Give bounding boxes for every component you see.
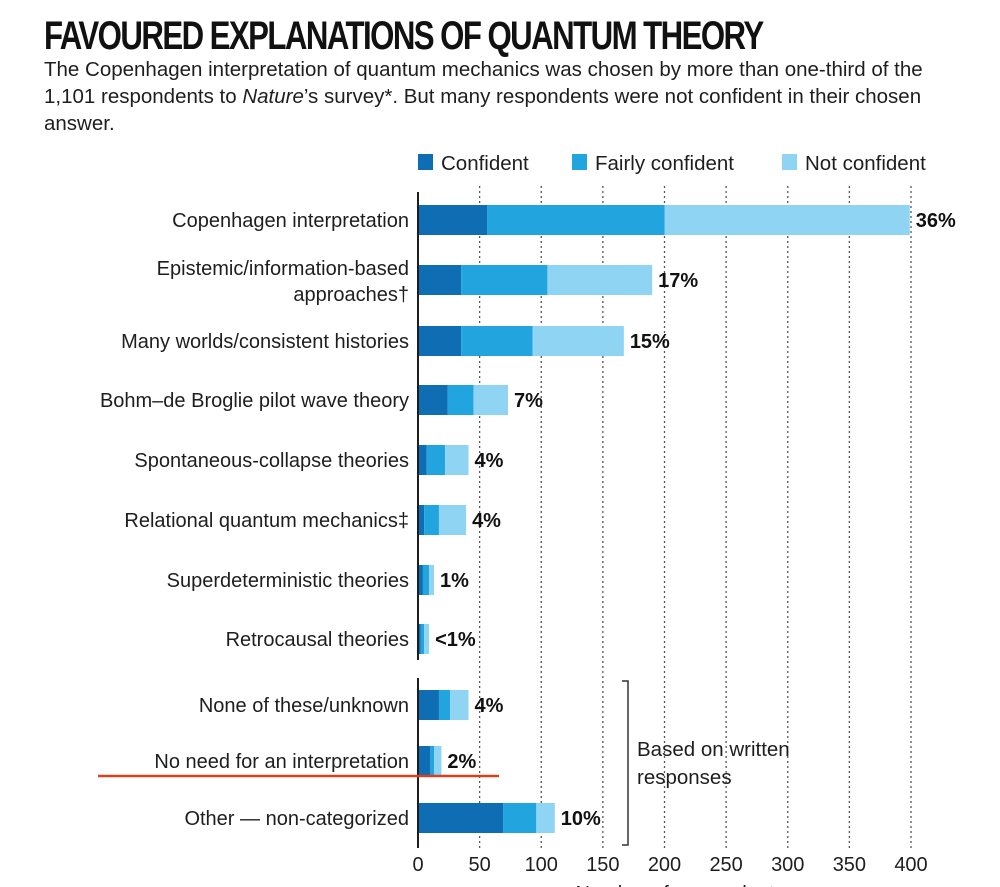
bar-fairly-confident-10 [503,803,537,833]
subtitle-italic-nature: Nature [242,85,304,108]
bar-not-confident-10 [536,803,555,833]
percent-label-5: 4% [472,510,501,532]
x-tick-label-250: 250 [709,854,742,876]
bar-fairly-confident-1 [461,265,548,295]
percent-label-1: 17% [658,270,698,292]
bar-not-confident-4 [445,445,469,475]
percent-label-3: 7% [514,390,543,412]
legend-swatch-not-confident [782,154,797,170]
bar-fairly-confident-2 [461,326,533,356]
category-label-6: Superdeterministic theories [167,570,409,592]
x-tick-label-350: 350 [833,854,866,876]
bar-not-confident-1 [547,265,653,295]
category-label-2: Many worlds/consistent histories [121,331,409,353]
x-axis-label: Number of respondents [575,883,784,887]
x-tick-label-100: 100 [525,854,558,876]
bar-confident-6 [418,565,423,595]
legend-swatch-confident [418,154,433,170]
subtitle-text-1: The Copenhagen interpretation of quantum… [44,58,923,108]
bar-fairly-confident-8 [438,690,451,720]
x-tick-label-300: 300 [771,854,804,876]
percent-label-4: 4% [475,450,504,472]
bar-confident-7 [418,624,421,654]
bar-confident-1 [418,265,462,295]
percent-label-10: 10% [561,808,601,830]
category-label-10: Other — non-categorized [184,808,409,830]
bar-fairly-confident-5 [424,505,439,535]
category-label-1-line-0: Epistemic/information-based [157,258,409,280]
x-tick-label-0: 0 [412,854,423,876]
bar-fairly-confident-3 [447,385,474,415]
x-tick-label-150: 150 [586,854,619,876]
x-tick-label-200: 200 [648,854,681,876]
bar-not-confident-6 [429,565,435,595]
bar-confident-8 [418,690,439,720]
percent-label-9: 2% [447,751,476,773]
bar-not-confident-8 [450,690,469,720]
bar-confident-0 [418,205,488,235]
bar-not-confident-5 [438,505,467,535]
percent-label-6: 1% [440,570,469,592]
category-label-1-line-1: approaches† [293,284,409,306]
x-tick-label-400: 400 [894,854,927,876]
bar-confident-9 [418,746,431,776]
percent-label-7: <1% [435,629,476,651]
bar-fairly-confident-7 [420,624,425,654]
chart-subtitle: The Copenhagen interpretation of quantum… [44,56,924,137]
subtitle-text-2: ’s survey*. But many respondents were no… [44,85,922,135]
legend-swatch-fairly-confident [572,154,587,170]
bar-not-confident-3 [473,385,508,415]
x-tick-label-50: 50 [469,854,491,876]
legend-label-confident: Confident [441,152,529,175]
bar-fairly-confident-6 [422,565,430,595]
percent-label-0: 36% [916,210,956,232]
bar-not-confident-2 [532,326,624,356]
category-label-9: No need for an interpretation [154,751,409,773]
percent-label-2: 15% [630,331,670,353]
legend-label-fairly-confident: Fairly confident [595,152,734,175]
category-label-0: Copenhagen interpretation [172,210,409,232]
bar-confident-4 [418,445,427,475]
bar-fairly-confident-4 [426,445,446,475]
bar-not-confident-9 [434,746,442,776]
category-label-7: Retrocausal theories [226,629,409,651]
category-label-3: Bohm–de Broglie pilot wave theory [100,390,409,412]
bar-confident-10 [418,803,504,833]
chart-title: FAVOURED EXPLANATIONS OF QUANTUM THEORY [44,14,764,58]
bracket [622,680,629,846]
bar-not-confident-0 [664,205,910,235]
category-label-4: Spontaneous-collapse theories [134,450,409,472]
bracket-note-line-0: Based on written [637,738,790,761]
percent-label-8: 4% [475,695,504,717]
legend-label-not-confident: Not confident [805,152,926,175]
bar-fairly-confident-0 [487,205,665,235]
bar-not-confident-7 [424,624,430,654]
bar-confident-2 [418,326,462,356]
category-label-8: None of these/unknown [199,695,409,717]
bar-confident-3 [418,385,448,415]
bar-confident-5 [418,505,425,535]
category-label-5: Relational quantum mechanics‡ [124,510,409,532]
bar-fairly-confident-9 [430,746,435,776]
bracket-note-line-1: responses [637,766,732,789]
